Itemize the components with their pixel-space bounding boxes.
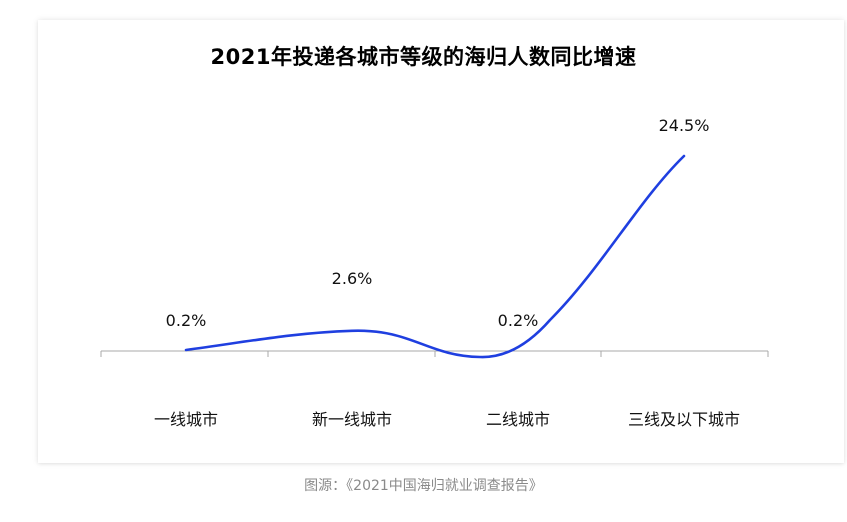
series-layer xyxy=(184,154,686,359)
x-axis xyxy=(100,350,769,357)
x-tick-label: 二线城市 xyxy=(486,410,550,429)
series-line xyxy=(184,154,686,359)
data-label: 0.2% xyxy=(166,311,207,330)
data-label: 0.2% xyxy=(498,311,539,330)
tick-label-layer: 一线城市 新一线城市 二线城市 三线及以下城市 xyxy=(154,410,740,429)
chart-title: 2021年投递各城市等级的海归人数同比增速 xyxy=(210,45,637,69)
data-label: 24.5% xyxy=(659,116,710,135)
x-tick-label: 三线及以下城市 xyxy=(628,410,740,429)
chart-card xyxy=(38,20,844,463)
source-caption: 图源：《2021中国海归就业调查报告》 xyxy=(304,478,543,494)
x-tick-label: 一线城市 xyxy=(154,410,218,429)
data-label-layer: 0.2% 2.6% 0.2% 24.5% xyxy=(166,116,710,330)
data-label: 2.6% xyxy=(332,269,373,288)
x-tick-label: 新一线城市 xyxy=(312,410,392,429)
